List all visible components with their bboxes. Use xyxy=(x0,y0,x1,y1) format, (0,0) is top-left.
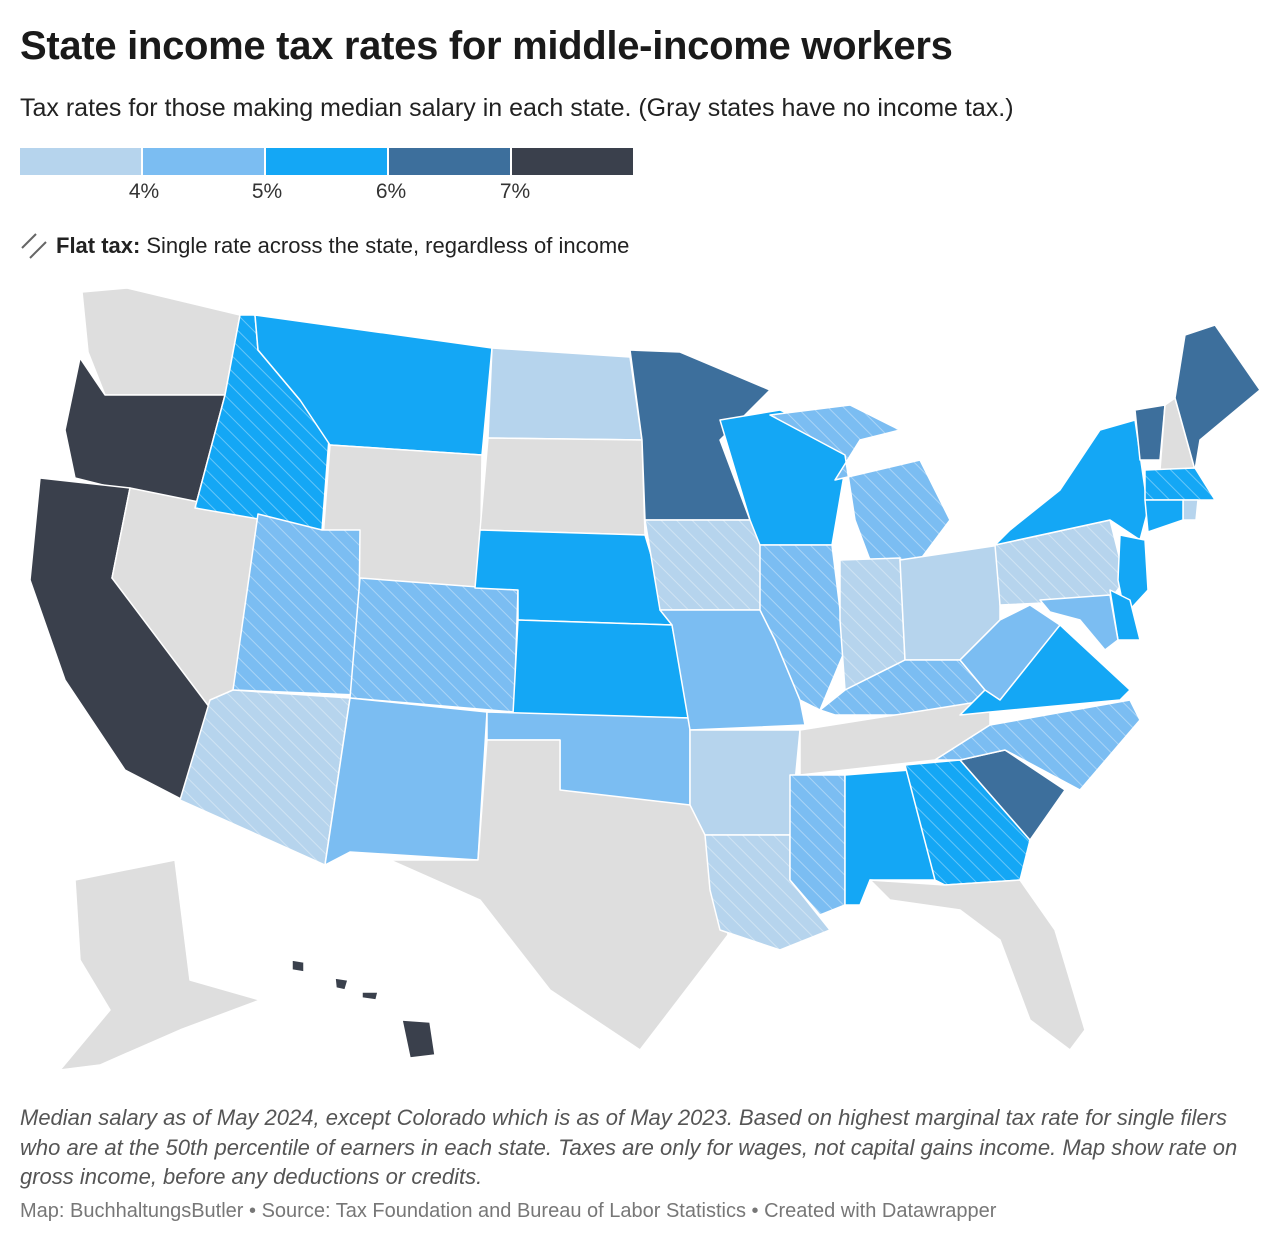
state-shape-wv xyxy=(959,604,1061,701)
states-layer xyxy=(29,287,1261,1070)
state-wv xyxy=(959,604,1061,701)
state-co xyxy=(349,577,519,713)
flat-tax-hatch-ms xyxy=(790,775,845,915)
legend-tick-6: 6% xyxy=(375,180,407,203)
flat-tax-hatch-ky xyxy=(820,660,985,715)
state-az xyxy=(179,689,351,866)
state-shape-ak xyxy=(59,859,261,1070)
flat-tax-hatch-ga xyxy=(905,760,1030,885)
state-tx xyxy=(389,739,729,1051)
legend-swatch-5-6 xyxy=(266,148,387,175)
flat-tax-hatch-id xyxy=(195,315,330,530)
flat-tax-hatch-pa xyxy=(995,520,1125,605)
flat-tax-hatch-az xyxy=(180,690,350,865)
state-ms xyxy=(789,774,846,916)
flat-tax-hatch-ma xyxy=(1145,468,1215,500)
state-mi xyxy=(769,404,951,561)
state-md xyxy=(1039,594,1119,651)
state-shape-wa xyxy=(81,287,241,396)
state-ky xyxy=(819,659,986,716)
legend-swatch-6-7 xyxy=(389,148,510,175)
flat-tax-hatch-in xyxy=(840,558,905,690)
chart-subtitle: Tax rates for those making median salary… xyxy=(20,94,1014,122)
legend-tick-5: 5% xyxy=(251,180,283,203)
state-nj xyxy=(1117,534,1149,616)
state-shape-sd xyxy=(479,437,646,536)
state-shape-ri xyxy=(1182,499,1199,521)
legend-swatch-over-7 xyxy=(512,148,633,175)
state-shape-ar xyxy=(689,729,801,836)
flat-tax-hatch-il xyxy=(760,545,845,710)
source-footer: Map: BuchhaltungsButler • Source: Tax Fo… xyxy=(20,1200,997,1222)
chart-title: State income tax rates for middle-income… xyxy=(20,24,953,68)
state-la xyxy=(704,834,831,951)
state-shape-ct xyxy=(1144,499,1184,533)
state-ak xyxy=(59,859,261,1070)
state-in xyxy=(839,557,906,691)
state-ar xyxy=(689,729,801,836)
state-nm xyxy=(324,697,488,866)
flat-tax-hatch-la xyxy=(705,835,830,950)
state-mn xyxy=(629,349,771,521)
flat-tax-hatch-ia xyxy=(645,520,780,610)
state-shape-mn xyxy=(629,349,771,521)
state-sd xyxy=(479,437,646,536)
state-wa xyxy=(81,287,241,396)
state-nd xyxy=(487,347,643,441)
state-shape-fl xyxy=(869,879,1086,1051)
methodology-note: Median salary as of May 2024, except Col… xyxy=(20,1105,1238,1190)
state-shape-ny xyxy=(994,419,1149,546)
flat-tax-hatch-mi xyxy=(770,405,950,560)
state-ny xyxy=(994,419,1149,546)
state-shape-hi xyxy=(291,959,436,1059)
state-shape-md xyxy=(1039,594,1119,651)
state-pa xyxy=(994,519,1126,606)
state-shape-vt xyxy=(1134,404,1166,461)
state-ga xyxy=(904,759,1031,886)
flat-tax-label: Flat tax: xyxy=(56,233,141,258)
state-ri xyxy=(1182,499,1199,521)
hatch-icon xyxy=(21,233,47,259)
state-shape-tx xyxy=(389,739,729,1051)
state-il xyxy=(759,544,846,711)
legend-tick-4: 4% xyxy=(128,180,160,203)
state-hi xyxy=(291,959,436,1059)
state-ks xyxy=(512,619,691,719)
flat-tax-hatch-ut xyxy=(233,514,360,695)
state-shape-nd xyxy=(487,347,643,441)
state-shape-ks xyxy=(512,619,691,719)
flat-tax-text: Single rate across the state, regardless… xyxy=(146,233,630,258)
color-legend xyxy=(20,148,635,175)
state-vt xyxy=(1134,404,1166,461)
state-ct xyxy=(1144,499,1184,533)
state-ma xyxy=(1144,467,1216,501)
legend-tick-7: 7% xyxy=(499,180,531,203)
state-fl xyxy=(869,879,1086,1051)
flat-tax-hatch-co xyxy=(350,578,518,712)
state-shape-nj xyxy=(1117,534,1149,616)
legend-swatch-under-4 xyxy=(20,148,141,175)
flat-tax-note: Flat tax: Single rate across the state, … xyxy=(20,232,629,260)
flat-tax-hatch-nc xyxy=(935,700,1140,790)
state-nc xyxy=(934,699,1141,791)
us-map xyxy=(29,287,1261,1070)
legend-swatch-4-5 xyxy=(143,148,264,175)
state-ia xyxy=(644,519,781,611)
state-shape-nm xyxy=(324,697,488,866)
